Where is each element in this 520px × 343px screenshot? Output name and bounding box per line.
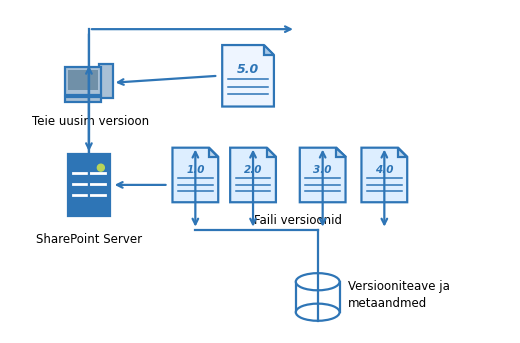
Polygon shape	[296, 282, 340, 312]
Circle shape	[97, 164, 105, 171]
Polygon shape	[267, 148, 276, 157]
Text: 4.0: 4.0	[375, 165, 394, 175]
Polygon shape	[230, 148, 276, 202]
Ellipse shape	[296, 304, 340, 321]
Polygon shape	[361, 148, 407, 202]
Polygon shape	[398, 148, 407, 157]
FancyBboxPatch shape	[65, 97, 101, 102]
Text: Versiooniteave ja
metaandmed: Versiooniteave ja metaandmed	[347, 280, 449, 310]
Text: 3.0: 3.0	[314, 165, 332, 175]
Polygon shape	[209, 148, 218, 157]
FancyBboxPatch shape	[68, 154, 110, 216]
FancyBboxPatch shape	[65, 67, 101, 95]
Polygon shape	[173, 148, 218, 202]
Text: Faili versioonid: Faili versioonid	[254, 214, 342, 227]
Text: 2.0: 2.0	[244, 165, 262, 175]
Ellipse shape	[296, 273, 340, 290]
Polygon shape	[222, 45, 274, 107]
Text: Teie uusim versioon: Teie uusim versioon	[32, 116, 149, 129]
Polygon shape	[264, 45, 274, 55]
Polygon shape	[336, 148, 346, 157]
FancyBboxPatch shape	[68, 70, 98, 90]
Text: 5.0: 5.0	[237, 63, 259, 76]
Polygon shape	[300, 148, 346, 202]
Text: 1.0: 1.0	[186, 165, 204, 175]
Text: SharePoint Server: SharePoint Server	[36, 234, 142, 247]
FancyBboxPatch shape	[99, 64, 113, 98]
